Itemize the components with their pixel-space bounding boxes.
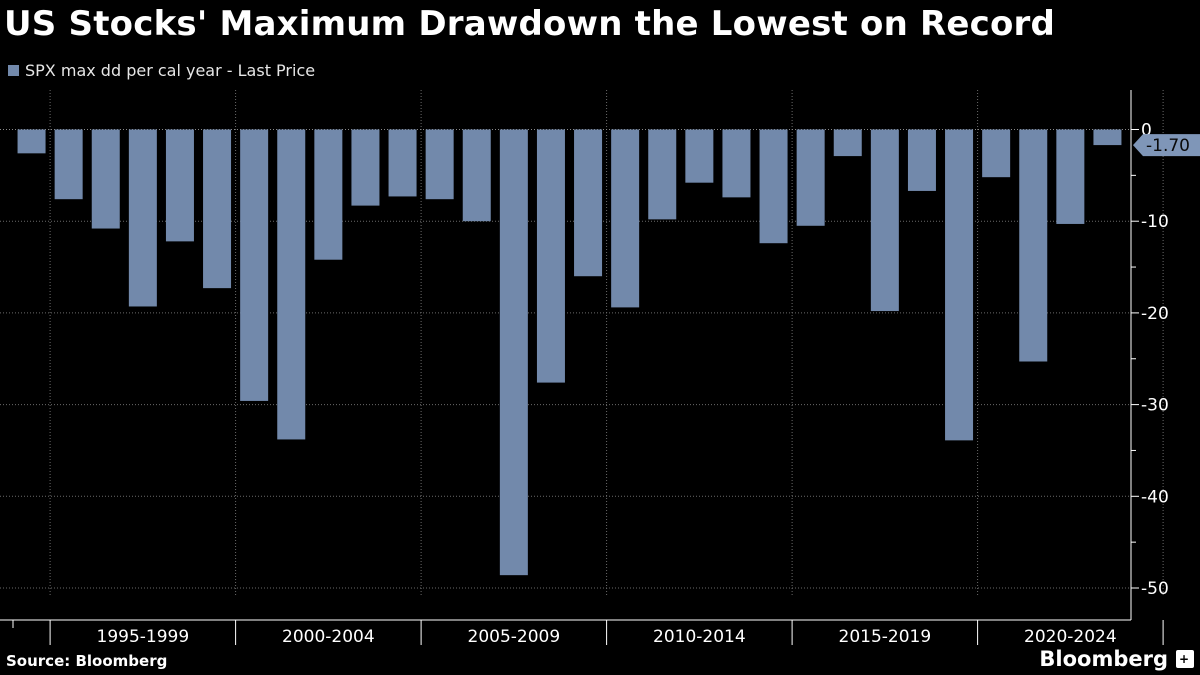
chart-title: US Stocks' Maximum Drawdown the Lowest o… bbox=[4, 4, 1056, 44]
bar-1998 bbox=[165, 129, 194, 242]
bar-2014 bbox=[759, 129, 788, 244]
bar-2008 bbox=[536, 129, 565, 383]
brand-logo: Bloomberg bbox=[1039, 647, 1168, 671]
y-tick-label: 0 bbox=[1141, 121, 1152, 141]
bar-2009 bbox=[574, 129, 603, 277]
bar-1996 bbox=[91, 129, 120, 229]
legend-swatch bbox=[8, 65, 19, 76]
bar-2000 bbox=[240, 129, 269, 401]
bar-2012 bbox=[685, 129, 714, 183]
bar-2020 bbox=[982, 129, 1011, 178]
bar-1997 bbox=[128, 129, 157, 307]
plus-icon: + bbox=[1176, 650, 1194, 668]
bar-2013 bbox=[722, 129, 751, 198]
y-tick-label: -30 bbox=[1141, 396, 1169, 416]
bar-2004 bbox=[388, 129, 417, 197]
bar-2021 bbox=[1019, 129, 1048, 362]
x-group-label: 2010-2014 bbox=[653, 627, 746, 647]
bar-2015 bbox=[796, 129, 825, 226]
bar-2011 bbox=[648, 129, 677, 220]
bar-2006 bbox=[462, 129, 491, 222]
bar-2001 bbox=[277, 129, 306, 440]
x-group-label: 2000-2004 bbox=[282, 627, 375, 647]
bar-2023 bbox=[1093, 129, 1122, 146]
last-value-label: -1.70 bbox=[1146, 136, 1190, 156]
bar-2010 bbox=[611, 129, 640, 308]
bar-1995 bbox=[54, 129, 83, 200]
bar-2005 bbox=[425, 129, 454, 200]
bar-2018 bbox=[907, 129, 936, 191]
x-group-label: 2020-2024 bbox=[1024, 627, 1117, 647]
bar-2022 bbox=[1056, 129, 1085, 224]
bar-2017 bbox=[870, 129, 899, 312]
y-tick-label: -40 bbox=[1141, 487, 1169, 507]
bar-1999 bbox=[203, 129, 232, 289]
source-note: Source: Bloomberg bbox=[6, 652, 168, 670]
y-tick-label: -20 bbox=[1141, 304, 1169, 324]
x-group-label: 1995-1999 bbox=[97, 627, 190, 647]
bar-2016 bbox=[833, 129, 862, 157]
x-group-label: 2005-2009 bbox=[468, 627, 561, 647]
legend-label: SPX max dd per cal year - Last Price bbox=[25, 61, 316, 80]
last-value-tag bbox=[1133, 134, 1200, 157]
bar-2007 bbox=[499, 129, 528, 576]
bar-1994 bbox=[17, 129, 46, 154]
bar-2002 bbox=[314, 129, 343, 260]
bar-2003 bbox=[351, 129, 380, 206]
legend: SPX max dd per cal year - Last Price bbox=[8, 61, 315, 80]
bar-2019 bbox=[945, 129, 974, 441]
y-tick-label: -10 bbox=[1141, 212, 1169, 232]
x-group-label: 2015-2019 bbox=[839, 627, 932, 647]
y-tick-label: -50 bbox=[1141, 579, 1169, 599]
